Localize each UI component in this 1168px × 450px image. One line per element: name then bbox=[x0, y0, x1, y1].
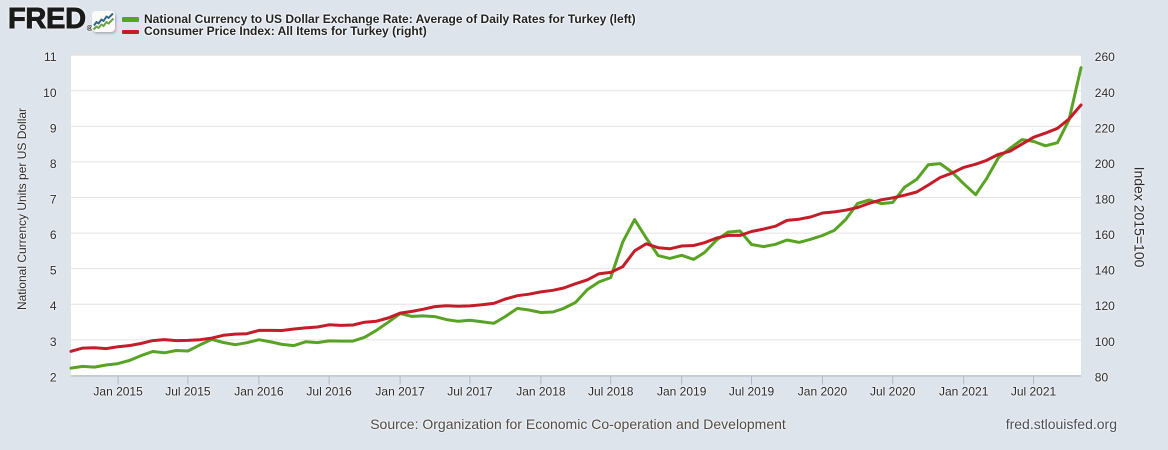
svg-text:Jul 2018: Jul 2018 bbox=[588, 385, 634, 399]
svg-text:6: 6 bbox=[50, 228, 57, 242]
svg-text:National Currency Units per US: National Currency Units per US Dollar bbox=[15, 108, 29, 310]
svg-text:7: 7 bbox=[50, 193, 57, 207]
svg-text:11: 11 bbox=[44, 50, 57, 64]
svg-text:140: 140 bbox=[1095, 264, 1115, 278]
svg-text:2: 2 bbox=[50, 370, 57, 384]
svg-text:3: 3 bbox=[50, 335, 57, 349]
svg-text:120: 120 bbox=[1095, 299, 1115, 313]
svg-text:220: 220 bbox=[1095, 121, 1115, 135]
svg-text:8: 8 bbox=[50, 157, 57, 171]
svg-text:Jan 2021: Jan 2021 bbox=[939, 385, 989, 399]
svg-text:Jan 2016: Jan 2016 bbox=[234, 385, 284, 399]
svg-text:80: 80 bbox=[1095, 370, 1109, 384]
svg-text:Jan 2020: Jan 2020 bbox=[798, 385, 848, 399]
svg-text:fred.stlouisfed.org: fred.stlouisfed.org bbox=[1006, 416, 1117, 432]
svg-text:Jul 2020: Jul 2020 bbox=[870, 385, 916, 399]
svg-text:Jul 2015: Jul 2015 bbox=[165, 385, 211, 399]
svg-text:4: 4 bbox=[50, 299, 57, 313]
svg-text:240: 240 bbox=[1095, 86, 1115, 100]
svg-text:100: 100 bbox=[1095, 335, 1115, 349]
svg-text:Index 2015=100: Index 2015=100 bbox=[1132, 167, 1148, 268]
svg-text:200: 200 bbox=[1095, 157, 1115, 171]
svg-text:Jan 2018: Jan 2018 bbox=[516, 385, 566, 399]
svg-text:Jan 2017: Jan 2017 bbox=[375, 385, 425, 399]
svg-text:5: 5 bbox=[50, 264, 57, 278]
svg-text:260: 260 bbox=[1095, 50, 1115, 64]
svg-text:Jan 2019: Jan 2019 bbox=[657, 385, 707, 399]
svg-text:10: 10 bbox=[43, 86, 57, 100]
svg-text:Jul 2021: Jul 2021 bbox=[1011, 385, 1057, 399]
svg-text:9: 9 bbox=[50, 121, 57, 135]
svg-text:Jul 2019: Jul 2019 bbox=[729, 385, 775, 399]
svg-text:Jul 2017: Jul 2017 bbox=[447, 385, 493, 399]
svg-text:Jan 2015: Jan 2015 bbox=[93, 385, 143, 399]
svg-text:180: 180 bbox=[1095, 193, 1115, 207]
svg-text:Jul 2016: Jul 2016 bbox=[306, 385, 352, 399]
svg-text:Source: Organization for Econo: Source: Organization for Economic Co-ope… bbox=[370, 416, 786, 432]
svg-text:160: 160 bbox=[1095, 228, 1115, 242]
